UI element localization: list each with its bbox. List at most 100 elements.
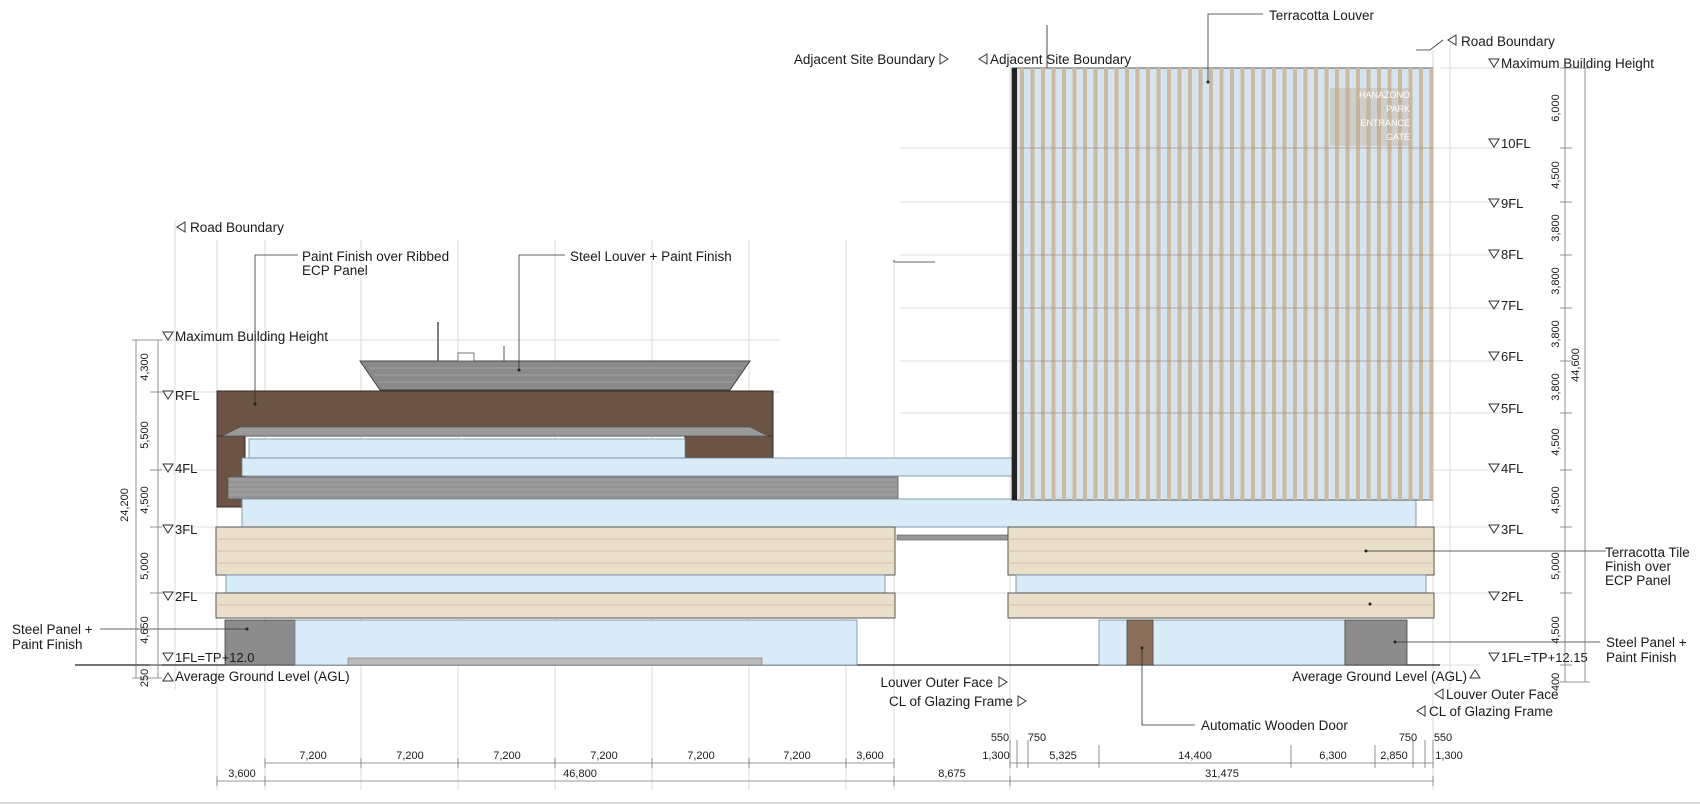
dim-left-5000: 5,000 (139, 552, 151, 580)
terracotta-louver-fin (1230, 68, 1234, 500)
terracotta-louver-fin (1146, 68, 1150, 500)
left-building (215, 322, 1417, 666)
steel-panel-left-label-1: Steel Panel + (12, 622, 93, 637)
terracotta-louver-fin (1209, 68, 1213, 500)
dim-right-4500d: 4,500 (1550, 616, 1562, 644)
terracotta-louver-fin (1272, 68, 1276, 500)
road-boundary-right-label: Road Boundary (1461, 34, 1555, 49)
terracotta-louver-fin (1072, 68, 1077, 500)
terracotta-louver-fin (1314, 68, 1318, 500)
annotations: Road Boundary Paint Finish over Ribbed E… (12, 8, 1690, 733)
bridge-base (896, 534, 1010, 541)
terracotta-louver-fin (1198, 68, 1203, 500)
terracotta-louver-fin (1188, 68, 1192, 500)
level-2fl-right: 2FL (1501, 589, 1523, 604)
dim-bottom-750-right: 750 (1399, 732, 1417, 744)
terracotta-louver-label: Terracotta Louver (1269, 8, 1375, 23)
cl-glazing-right-label: CL of Glazing Frame (1429, 704, 1553, 719)
dim-bottom-2850: 2,850 (1380, 750, 1408, 762)
glass-band-2fl-left (225, 574, 886, 594)
dim-bottom-7200-4: 7,200 (590, 750, 618, 762)
terracotta-louver-fin (1335, 68, 1339, 500)
dim-right-3800a: 3,800 (1550, 214, 1562, 242)
dim-right-4500a: 4,500 (1550, 161, 1562, 189)
sign-line-4: GATE (1386, 132, 1410, 142)
terracotta-louver-fin (1408, 68, 1413, 500)
glazing-ground-left (294, 619, 858, 666)
louver-outer-face-left-label: Louver Outer Face (880, 675, 993, 690)
right-tower: HANAZONO PARK ENTRANCE GATE (1007, 25, 1435, 666)
terracotta-louver-fin (1125, 68, 1129, 500)
sign-line-2: PARK (1386, 104, 1410, 114)
louver-outer-face-right-label: Louver Outer Face (1446, 687, 1559, 702)
dim-right-400: 400 (1550, 673, 1562, 691)
steel-panel-right (1344, 619, 1408, 666)
terracotta-louver-fin (1030, 68, 1035, 500)
dim-right-3800b: 3,800 (1550, 267, 1562, 295)
dim-bottom-5325: 5,325 (1049, 750, 1077, 762)
terracotta-louver-fin (1366, 68, 1371, 500)
level-markers-right: Maximum Building Height 10FL 9FL 8FL 7FL… (1488, 56, 1654, 665)
terracotta-louver-fin (1345, 68, 1350, 500)
agl-left-label: Average Ground Level (AGL) (175, 669, 350, 684)
terracotta-louver-fin (1419, 68, 1423, 500)
terracotta-louver-fin (1135, 68, 1140, 500)
terracotta-louver-fin (1377, 68, 1381, 500)
dim-bottom-7200-5: 7,200 (687, 750, 715, 762)
terracotta-tile-label-3: ECP Panel (1605, 573, 1671, 588)
level-3fl-left: 3FL (175, 522, 197, 537)
dims-left-vertical: 4,300 5,500 4,500 5,000 4,650 250 24,200 (119, 339, 162, 687)
level-markers-left: Maximum Building Height RFL 4FL 3FL 2FL … (162, 329, 350, 684)
sign-line-3: ENTRANCE (1360, 118, 1410, 128)
dims-right-vertical: 6,000 4,500 3,800 3,800 3,800 3,800 4,50… (1550, 67, 1590, 691)
level-rfl: RFL (175, 388, 200, 403)
dim-bottom-550-right: 550 (1434, 732, 1452, 744)
terracotta-louver-fin (1167, 68, 1171, 500)
terracotta-louver-fin (1293, 68, 1297, 500)
terracotta-louver-fin (1219, 68, 1224, 500)
terracotta-louver-fin (1429, 68, 1434, 500)
level-6fl: 6FL (1501, 349, 1523, 364)
dim-bottom-7200-1: 7,200 (299, 750, 327, 762)
level-5fl: 5FL (1501, 401, 1523, 416)
terracotta-louver-fin (1356, 68, 1360, 500)
sign-line-1: HANAZONO (1359, 90, 1410, 100)
steel-panel-left (224, 619, 296, 666)
steel-louver-band (227, 476, 899, 500)
agl-right-label: Average Ground Level (AGL) (1292, 669, 1467, 684)
dim-bottom-7200-2: 7,200 (396, 750, 424, 762)
dim-right-4500b: 4,500 (1550, 428, 1562, 456)
dim-right-total: 44,600 (1570, 348, 1582, 382)
terracotta-tile-band-left-2fl (215, 592, 896, 619)
dim-left-total: 24,200 (119, 488, 131, 522)
steel-panel-right-label-1: Steel Panel + (1606, 635, 1687, 650)
tower-sign: HANAZONO PARK ENTRANCE GATE (1330, 88, 1410, 146)
terracotta-louver-fin (1303, 68, 1308, 500)
automatic-wooden-door (1126, 619, 1154, 666)
glass-band-2fl-right (1015, 574, 1427, 594)
terracotta-louver-fin (1041, 68, 1045, 500)
level-max-height-right: Maximum Building Height (1501, 56, 1654, 71)
dim-left-250: 250 (139, 669, 151, 687)
terracotta-louver-fin (1261, 68, 1266, 500)
level-4fl-right: 4FL (1501, 461, 1523, 476)
adjacent-site-left-label: Adjacent Site Boundary (794, 52, 935, 67)
terracotta-tile-label-1: Terracotta Tile (1605, 545, 1690, 560)
dim-bottom-14400: 14,400 (1178, 750, 1212, 762)
level-4fl-left: 4FL (175, 461, 197, 476)
terracotta-louver-fin (1387, 68, 1392, 500)
terracotta-louver-fin (1251, 68, 1255, 500)
steel-louver-label: Steel Louver + Paint Finish (570, 249, 732, 264)
terracotta-louver-fin (1324, 68, 1329, 500)
dim-right-3800d: 3,800 (1550, 373, 1562, 401)
terracotta-louver-fin (1062, 68, 1066, 500)
dim-bottom-7200-3: 7,200 (493, 750, 521, 762)
dim-bottom-3600: 3,600 (856, 750, 884, 762)
paint-finish-label-1: Paint Finish over Ribbed (302, 249, 449, 264)
cl-glazing-left-label: CL of Glazing Frame (889, 694, 1013, 709)
automatic-wooden-door-label: Automatic Wooden Door (1201, 718, 1348, 733)
dim-bottom-750: 750 (1028, 732, 1046, 744)
dims-bottom: 7,200 7,200 7,200 7,200 7,200 7,200 3,60… (216, 732, 1463, 786)
level-10fl: 10FL (1501, 136, 1531, 151)
